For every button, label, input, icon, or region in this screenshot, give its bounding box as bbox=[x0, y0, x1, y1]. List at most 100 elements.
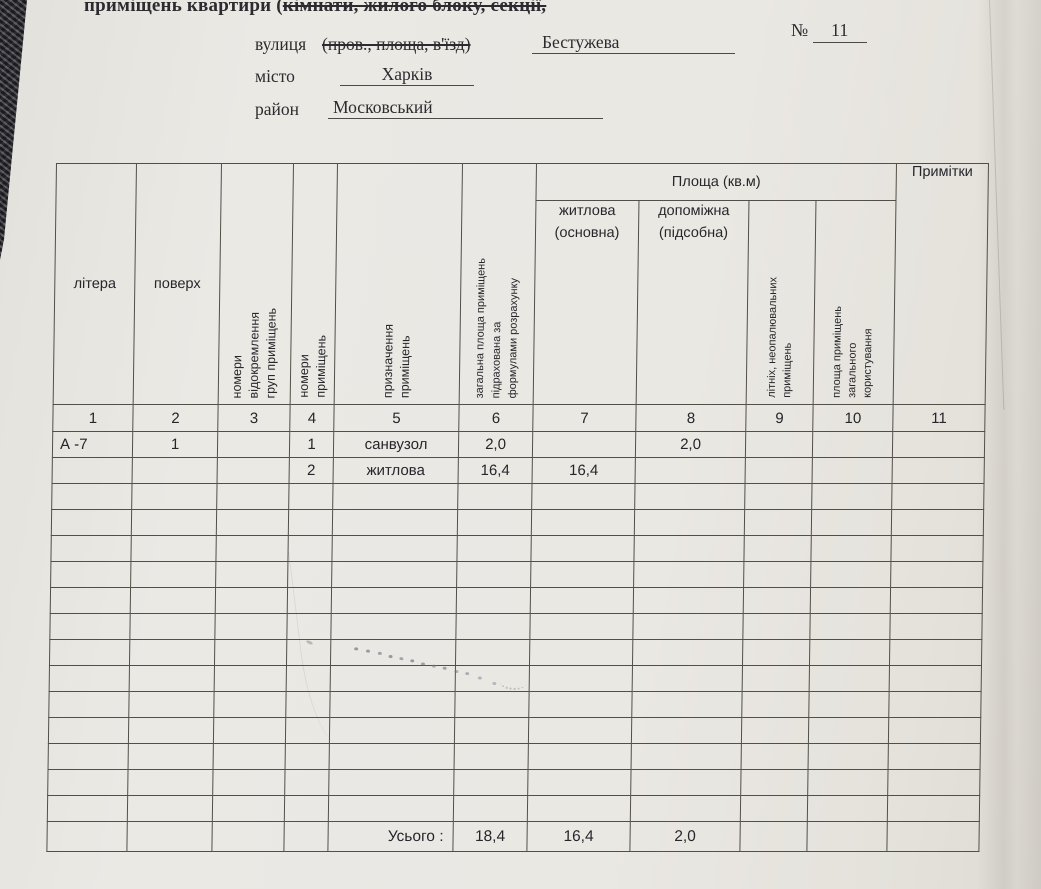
street-row: вулиця (пров., площа, в'їзд) Бестужева bbox=[255, 32, 735, 60]
cell bbox=[890, 587, 983, 614]
cell bbox=[745, 431, 813, 458]
cell bbox=[216, 483, 290, 510]
cell bbox=[529, 613, 634, 640]
cell bbox=[630, 769, 742, 796]
cell bbox=[891, 509, 984, 536]
cell bbox=[130, 587, 216, 614]
cell: 16,4 bbox=[526, 821, 631, 852]
cell bbox=[217, 457, 290, 484]
header-living-area: житлова (основна) bbox=[533, 200, 639, 405]
cell bbox=[213, 717, 286, 744]
table-row: А -7 1 1 санвузол 2,0 2,0 bbox=[52, 431, 985, 458]
cell: 18,4 bbox=[452, 821, 528, 852]
cell bbox=[283, 821, 329, 852]
cell bbox=[215, 561, 288, 588]
cell bbox=[284, 769, 330, 796]
cell bbox=[741, 717, 809, 744]
cell bbox=[288, 509, 333, 536]
cell: 2 bbox=[289, 457, 334, 484]
table-row bbox=[50, 561, 983, 588]
cell bbox=[810, 535, 892, 562]
table-row bbox=[49, 639, 982, 666]
cell: 1 bbox=[132, 431, 218, 458]
column-number: 9 bbox=[745, 404, 814, 432]
cell: 2,0 bbox=[458, 431, 533, 458]
table-body: А -7 1 1 санвузол 2,0 2,0 2 житлова 16,4 16,4 Усьо… bbox=[46, 431, 985, 852]
cell bbox=[528, 691, 633, 718]
column-number: 8 bbox=[635, 404, 747, 432]
table-row bbox=[47, 769, 981, 796]
cell bbox=[50, 561, 131, 588]
cell bbox=[810, 587, 891, 614]
cell bbox=[530, 535, 635, 562]
cell bbox=[457, 483, 533, 510]
table-row bbox=[49, 613, 983, 640]
cell: житлова bbox=[333, 457, 459, 484]
house-number-block: № 11 bbox=[791, 20, 867, 43]
cell bbox=[332, 483, 459, 510]
cell bbox=[47, 795, 128, 822]
cell bbox=[810, 561, 891, 588]
cell bbox=[51, 483, 133, 510]
cell bbox=[127, 769, 214, 796]
cell bbox=[888, 691, 982, 718]
cell bbox=[328, 769, 455, 796]
header-room-purpose: призначення приміщень bbox=[334, 163, 463, 405]
cell bbox=[129, 665, 215, 692]
column-number: 6 bbox=[458, 404, 534, 432]
cell bbox=[48, 717, 129, 744]
cell bbox=[129, 639, 215, 666]
cell bbox=[131, 509, 217, 536]
cell bbox=[528, 743, 632, 770]
cell bbox=[330, 613, 457, 640]
cell bbox=[743, 587, 811, 614]
cell bbox=[329, 743, 455, 770]
city-row: місто Харків bbox=[255, 64, 474, 92]
cell bbox=[634, 509, 745, 536]
cell bbox=[743, 561, 811, 588]
column-number: 4 bbox=[289, 404, 335, 432]
cell bbox=[741, 691, 810, 718]
cell bbox=[887, 795, 980, 822]
column-number: 3 bbox=[217, 404, 291, 432]
cell bbox=[50, 587, 131, 614]
cell bbox=[889, 639, 982, 666]
cell bbox=[888, 743, 981, 770]
cell bbox=[527, 795, 631, 822]
cell bbox=[807, 769, 889, 796]
cell bbox=[457, 509, 532, 536]
cell bbox=[211, 821, 285, 852]
cell bbox=[49, 665, 130, 692]
table-row bbox=[50, 535, 984, 562]
cell bbox=[809, 613, 891, 640]
cell bbox=[633, 587, 744, 614]
cell bbox=[809, 639, 890, 666]
cell bbox=[212, 795, 285, 822]
cell bbox=[742, 613, 811, 640]
cell bbox=[887, 769, 981, 796]
cell bbox=[630, 795, 741, 822]
cell: 16,4 bbox=[458, 457, 533, 484]
cell bbox=[214, 613, 288, 640]
cell bbox=[889, 665, 982, 692]
cell bbox=[635, 457, 746, 484]
cell bbox=[740, 795, 808, 822]
cell bbox=[127, 795, 213, 822]
cell bbox=[128, 691, 215, 718]
cell bbox=[528, 717, 632, 744]
table-row bbox=[47, 795, 980, 822]
cell bbox=[811, 509, 892, 536]
cell bbox=[740, 769, 809, 796]
form-title-line: приміщень квартири (кімнати, жилого блок… bbox=[84, 0, 546, 17]
cell bbox=[633, 535, 745, 562]
header-poverkh: поверх bbox=[133, 163, 222, 405]
cell bbox=[631, 691, 743, 718]
cell bbox=[216, 509, 289, 536]
header-common-use-area: площа приміщень загального користування bbox=[813, 200, 897, 405]
column-number: 2 bbox=[132, 404, 219, 432]
cell bbox=[213, 743, 286, 770]
cell bbox=[50, 535, 132, 562]
cell bbox=[632, 639, 743, 666]
cell bbox=[632, 665, 743, 692]
cell bbox=[634, 483, 746, 510]
